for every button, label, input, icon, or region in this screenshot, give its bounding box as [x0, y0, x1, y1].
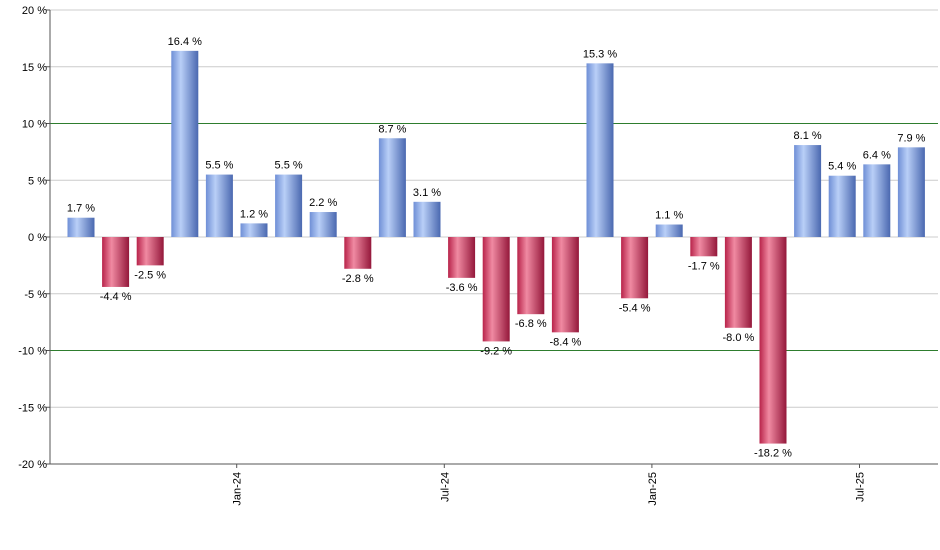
bar-negative — [725, 237, 752, 328]
bar-positive — [794, 145, 821, 237]
x-tick-label: Jul-25 — [855, 472, 867, 502]
x-tick-label: Jan-24 — [232, 472, 244, 506]
bar-positive — [206, 175, 233, 237]
y-tick-label: -20 % — [18, 459, 47, 471]
bar-positive — [171, 51, 198, 237]
data-label: -2.8 % — [342, 273, 374, 285]
y-tick-label: -15 % — [18, 402, 47, 414]
data-label: -4.4 % — [100, 291, 132, 303]
bar-positive — [414, 202, 441, 237]
bar-negative — [690, 237, 717, 256]
y-tick-label: 20 % — [22, 5, 47, 17]
y-tick-label: -10 % — [18, 346, 47, 358]
data-label: -3.6 % — [446, 282, 478, 294]
y-tick-label: 15 % — [22, 62, 47, 74]
data-label: 8.7 % — [378, 123, 406, 135]
y-tick-label: 0 % — [28, 232, 47, 244]
bar-positive — [863, 164, 890, 237]
bar-positive — [829, 176, 856, 237]
y-axis-tick-labels: 20 % 15 % 10 % 5 % 0 % -5 % -10 % -15 % -20 % — [18, 5, 47, 471]
data-label: -18.2 % — [754, 448, 792, 460]
bars — [68, 51, 925, 444]
bar-negative — [344, 237, 371, 269]
data-label: 16.4 % — [168, 36, 202, 48]
x-tick-label: Jan-25 — [647, 472, 659, 506]
bar-negative — [552, 237, 579, 332]
x-tick-label: Jul-24 — [439, 472, 451, 502]
data-label: -8.0 % — [723, 332, 755, 344]
data-label: 1.2 % — [240, 208, 268, 220]
bar-negative — [621, 237, 648, 298]
bar-positive — [68, 218, 95, 237]
data-label: -1.7 % — [688, 260, 720, 272]
bar-positive — [275, 175, 302, 237]
data-label: 7.9 % — [897, 132, 925, 144]
data-label: -8.4 % — [550, 336, 582, 348]
data-label: 15.3 % — [583, 48, 617, 60]
y-tick-label: 5 % — [28, 175, 47, 187]
bar-negative — [517, 237, 544, 314]
data-label: 3.1 % — [413, 187, 441, 199]
bar-positive — [656, 225, 683, 237]
data-label: -2.5 % — [134, 269, 166, 281]
bar-negative — [448, 237, 475, 278]
bar-positive — [587, 63, 614, 237]
y-tick-label: -5 % — [24, 289, 47, 301]
bar-negative — [137, 237, 164, 265]
data-label: 1.7 % — [67, 203, 95, 215]
data-label: -6.8 % — [515, 318, 547, 330]
data-label: 8.1 % — [794, 130, 822, 142]
bar-positive — [379, 138, 406, 237]
bar-positive — [898, 147, 925, 237]
x-axis-tick-labels: Jan-24 Jul-24 Jan-25 Jul-25 — [232, 472, 867, 506]
bar-negative — [760, 237, 787, 444]
data-label: 1.1 % — [655, 210, 683, 222]
data-label: -9.2 % — [480, 345, 512, 357]
data-label: 5.5 % — [275, 160, 303, 172]
data-label: 6.4 % — [863, 149, 891, 161]
y-tick-label: 10 % — [22, 119, 47, 131]
data-label: 5.5 % — [205, 160, 233, 172]
bar-positive — [310, 212, 337, 237]
bar-negative — [102, 237, 129, 287]
data-label: 5.4 % — [828, 161, 856, 173]
data-label: 2.2 % — [309, 197, 337, 209]
bar-negative — [483, 237, 510, 341]
bar-positive — [241, 223, 268, 237]
data-label: -5.4 % — [619, 302, 651, 314]
